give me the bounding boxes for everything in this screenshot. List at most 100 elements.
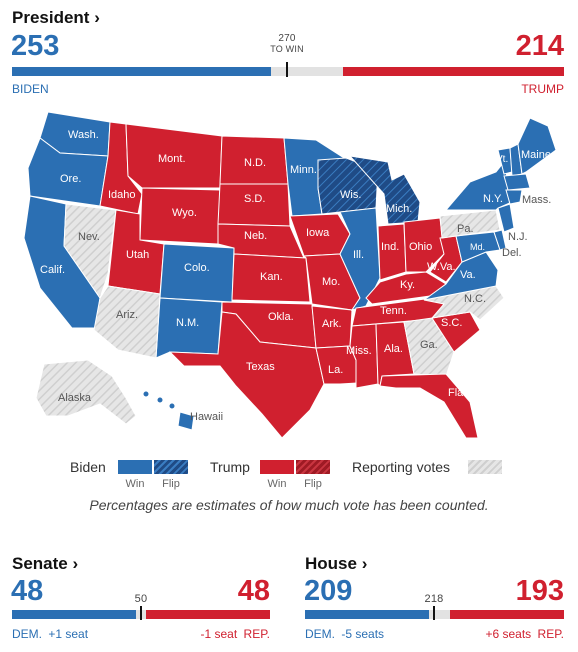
state-nj[interactable]: [497, 203, 515, 233]
legend-biden-label: Biden: [70, 459, 106, 475]
state-del[interactable]: [493, 229, 507, 251]
house-header-link[interactable]: House ›: [305, 554, 367, 574]
label-ala: Ala.: [384, 343, 403, 355]
legend-biden-win-swatch: [118, 460, 152, 474]
legend-biden-win-text: Win: [125, 478, 145, 490]
state-ga[interactable]: [403, 317, 455, 377]
chevron-right-icon: ›: [72, 554, 79, 573]
house-dem-seats: 209: [304, 575, 353, 607]
label-ariz: Ariz.: [116, 309, 138, 321]
label-iowa: Iowa: [306, 227, 330, 239]
label-mo: Mo.: [322, 276, 340, 288]
state-mass[interactable]: [503, 173, 531, 191]
label-nev: Nev.: [78, 231, 100, 243]
label-vt: Vt.: [496, 154, 508, 165]
label-ny: N.Y.: [483, 193, 503, 205]
label-sd: S.D.: [244, 193, 265, 205]
state-hawaii[interactable]: [142, 390, 195, 431]
house-rep-seats: 193: [515, 575, 564, 607]
legend-trump-flip-text: Flip: [304, 478, 322, 490]
house-rep-party: REP.: [537, 627, 564, 641]
chevron-right-icon: ›: [361, 554, 368, 573]
senate-rep-change: -1 seat: [200, 627, 238, 641]
label-ore: Ore.: [60, 173, 81, 185]
label-neb: Neb.: [244, 230, 267, 242]
senate-dem-change: +1 seat: [48, 627, 89, 641]
label-nd: N.D.: [244, 157, 266, 169]
label-pa: Pa.: [457, 223, 474, 235]
house-dem-label: DEM. -5 seats: [305, 627, 384, 641]
senate-title: Senate: [12, 554, 68, 573]
state-ohio[interactable]: [403, 217, 445, 273]
label-nm: N.M.: [176, 317, 199, 329]
senate-dem-bar: [12, 610, 136, 619]
house-threshold: 218: [424, 593, 444, 605]
state-ariz[interactable]: [93, 285, 161, 359]
label-miss: Miss.: [346, 345, 372, 357]
state-texas[interactable]: [168, 311, 325, 439]
label-wyo: Wyo.: [172, 207, 197, 219]
state-maine[interactable]: [517, 117, 557, 175]
state-mich[interactable]: [348, 155, 421, 225]
senate-threshold: 50: [134, 593, 148, 605]
label-ky: Ky.: [400, 279, 415, 291]
house-dem-party: DEM.: [305, 627, 335, 641]
label-okla: Okla.: [268, 311, 294, 323]
state-nc[interactable]: [423, 285, 505, 321]
estimate-note: Percentages are estimates of how much vo…: [89, 497, 489, 513]
state-kan[interactable]: [231, 253, 311, 303]
senate-rep-label: -1 seat REP.: [170, 627, 271, 641]
label-kan: Kan.: [260, 271, 283, 283]
label-maine: Maine: [521, 149, 551, 161]
label-nc: N.C.: [464, 293, 486, 305]
house-rep-label: +6 seats REP.: [444, 627, 564, 641]
trump-progress-bar: [343, 67, 564, 76]
senate-dem-seats: 48: [11, 575, 44, 607]
senate-rep-party: REP.: [243, 627, 270, 641]
label-ind: Ind.: [381, 241, 399, 253]
label-wva: W.Va.: [427, 261, 456, 273]
legend-trump-win-text: Win: [267, 478, 287, 490]
state-pa[interactable]: [439, 209, 501, 239]
label-utah: Utah: [126, 249, 149, 261]
label-mass: Mass.: [522, 194, 551, 206]
label-idaho: Idaho: [108, 189, 136, 201]
house-rep-change: +6 seats: [485, 627, 532, 641]
label-tenn: Tenn.: [380, 305, 407, 317]
label-va: Va.: [460, 269, 476, 281]
state-mont[interactable]: [125, 123, 223, 189]
electoral-map[interactable]: Wash. Ore. Calif. Nev. Idaho Mont. Wyo. …: [0, 98, 578, 450]
house-dem-bar: [305, 610, 429, 619]
state-fla[interactable]: [379, 373, 479, 439]
biden-electoral-votes: 253: [11, 30, 60, 62]
senate-header-link[interactable]: Senate ›: [12, 554, 78, 574]
label-ga: Ga.: [420, 339, 438, 351]
senate-rep-bar: [146, 610, 270, 619]
label-md: Md.: [470, 242, 485, 252]
state-md[interactable]: [455, 231, 501, 263]
state-alaska[interactable]: [35, 359, 137, 425]
chevron-right-icon: ›: [94, 8, 100, 27]
state-sd[interactable]: [217, 183, 291, 227]
house-title: House: [305, 554, 357, 573]
legend-trump-label: Trump: [210, 459, 250, 475]
label-ark: Ark.: [322, 318, 342, 330]
legend-reporting-label: Reporting votes: [352, 459, 451, 475]
state-ill[interactable]: [339, 207, 381, 311]
label-nj: N.J.: [508, 231, 528, 243]
senate-threshold-marker: [140, 606, 142, 620]
biden-label: BIDEN: [12, 82, 49, 96]
label-fla: Fla.: [448, 387, 466, 399]
legend-biden-flip-swatch: [154, 460, 188, 474]
label-ill: Ill.: [353, 249, 364, 261]
threshold-number: 270: [278, 33, 296, 44]
label-mont: Mont.: [158, 153, 186, 165]
state-nev[interactable]: [63, 203, 117, 300]
label-calif: Calif.: [40, 264, 65, 276]
president-header-link[interactable]: President ›: [12, 8, 100, 28]
legend-reporting-swatch: [468, 460, 502, 474]
president-title: President: [12, 8, 90, 27]
state-ky[interactable]: [365, 271, 447, 305]
senate-rep-seats: 48: [237, 575, 270, 607]
state-ct[interactable]: [505, 189, 523, 205]
